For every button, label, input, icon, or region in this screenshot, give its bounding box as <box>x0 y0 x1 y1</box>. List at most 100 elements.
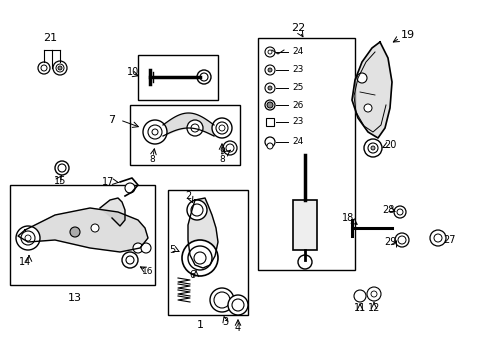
Circle shape <box>148 125 162 139</box>
Circle shape <box>264 47 274 57</box>
Circle shape <box>58 164 66 172</box>
Bar <box>130 105 240 165</box>
Circle shape <box>58 66 62 70</box>
Circle shape <box>267 50 271 54</box>
Circle shape <box>16 226 40 250</box>
Bar <box>265 118 273 126</box>
Text: 20: 20 <box>383 140 395 150</box>
Circle shape <box>133 243 142 253</box>
Circle shape <box>126 256 134 264</box>
Circle shape <box>191 124 199 132</box>
Circle shape <box>264 137 274 147</box>
Circle shape <box>91 224 99 232</box>
Circle shape <box>397 236 405 244</box>
Text: 27: 27 <box>443 235 455 245</box>
Circle shape <box>125 183 135 193</box>
Circle shape <box>225 144 234 152</box>
Text: 26: 26 <box>292 100 303 109</box>
Circle shape <box>264 65 274 75</box>
Text: 22: 22 <box>290 23 305 33</box>
Circle shape <box>212 118 231 138</box>
Circle shape <box>186 200 206 220</box>
Circle shape <box>70 227 80 237</box>
Text: 23: 23 <box>292 66 303 75</box>
Circle shape <box>55 161 69 175</box>
Circle shape <box>209 288 234 312</box>
Bar <box>138 55 218 100</box>
Text: 9: 9 <box>219 148 224 157</box>
Text: 24: 24 <box>292 48 303 57</box>
Circle shape <box>187 246 212 270</box>
Circle shape <box>214 292 229 308</box>
Circle shape <box>356 73 366 83</box>
Circle shape <box>266 102 272 108</box>
Circle shape <box>141 243 151 253</box>
Circle shape <box>429 230 445 246</box>
Circle shape <box>370 146 374 150</box>
Text: 14: 14 <box>19 257 31 267</box>
Text: 3: 3 <box>222 317 227 327</box>
Text: 2: 2 <box>184 191 191 201</box>
Circle shape <box>186 120 203 136</box>
Polygon shape <box>187 198 218 268</box>
Circle shape <box>182 240 218 276</box>
Circle shape <box>363 139 381 157</box>
Bar <box>292 200 316 250</box>
Text: 6: 6 <box>188 270 195 280</box>
Text: 7: 7 <box>108 115 115 125</box>
Text: 10: 10 <box>126 67 139 77</box>
Circle shape <box>433 234 441 242</box>
Circle shape <box>353 290 365 302</box>
Circle shape <box>266 143 272 149</box>
Circle shape <box>396 209 402 215</box>
Circle shape <box>152 129 158 135</box>
Circle shape <box>200 73 207 81</box>
Text: 28: 28 <box>381 205 393 215</box>
Text: 17: 17 <box>102 177 114 187</box>
Text: 8: 8 <box>219 156 224 165</box>
Circle shape <box>227 295 247 315</box>
Circle shape <box>367 143 377 153</box>
Circle shape <box>366 287 380 301</box>
Polygon shape <box>351 42 391 138</box>
Circle shape <box>142 120 167 144</box>
Circle shape <box>21 231 35 245</box>
Circle shape <box>223 141 237 155</box>
Circle shape <box>267 86 271 90</box>
Circle shape <box>38 62 50 74</box>
Text: 8: 8 <box>149 156 155 165</box>
Text: 21: 21 <box>43 33 57 43</box>
Circle shape <box>56 64 64 72</box>
Text: 12: 12 <box>367 303 379 313</box>
Circle shape <box>393 206 405 218</box>
Circle shape <box>41 65 47 71</box>
Text: 1: 1 <box>196 320 203 330</box>
Circle shape <box>264 83 274 93</box>
Text: 11: 11 <box>353 303 366 313</box>
Circle shape <box>25 235 31 241</box>
Circle shape <box>370 291 376 297</box>
Circle shape <box>197 70 210 84</box>
Circle shape <box>297 255 311 269</box>
Circle shape <box>216 122 227 134</box>
Circle shape <box>264 100 274 110</box>
Text: 24: 24 <box>292 138 303 147</box>
Text: 29: 29 <box>383 237 395 247</box>
Circle shape <box>363 104 371 112</box>
Polygon shape <box>100 198 125 226</box>
Text: 15: 15 <box>54 176 66 186</box>
Text: 18: 18 <box>341 213 353 223</box>
Circle shape <box>231 299 244 311</box>
Circle shape <box>122 252 138 268</box>
Circle shape <box>219 125 224 131</box>
Text: 4: 4 <box>234 323 241 333</box>
Circle shape <box>267 68 271 72</box>
Text: 16: 16 <box>142 267 153 276</box>
Bar <box>10 185 155 285</box>
Text: 13: 13 <box>68 293 82 303</box>
Text: 5: 5 <box>168 245 175 255</box>
Circle shape <box>194 252 205 264</box>
Bar <box>258 38 354 270</box>
Text: 25: 25 <box>292 84 303 93</box>
Circle shape <box>191 204 203 216</box>
